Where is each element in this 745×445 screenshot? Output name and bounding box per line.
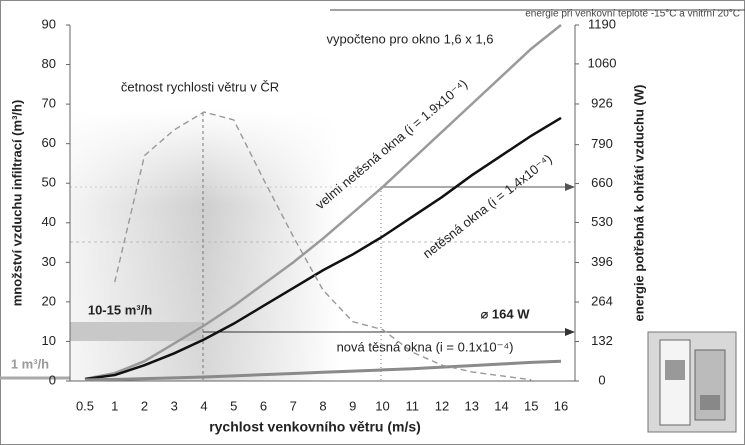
y-tick-label: 10	[42, 333, 56, 348]
series-label: netěsná okna (i = 1.4x10⁻⁴)	[420, 151, 555, 261]
y2-tick-label: 530	[591, 214, 613, 229]
y-tick-label: 50	[42, 175, 56, 190]
annotation: ⌀ 164 W	[480, 306, 530, 321]
y-axis-label: množství vzduchu infiltrací (m³/h)	[9, 100, 24, 307]
x-tick-label: 3	[171, 398, 178, 413]
window-profile	[647, 331, 737, 433]
series-line	[84, 359, 562, 382]
x-axis-label: rychlost venkovního větru (m/s)	[209, 419, 421, 435]
y-tick-label: 90	[42, 16, 56, 31]
y-tick-label: 60	[42, 135, 56, 150]
y2-tick-label: 660	[591, 175, 613, 190]
y-tick-label: 30	[42, 254, 56, 269]
series-label: četnost rychlosti větru v ČR	[121, 79, 279, 94]
y2-tick-label: 132	[591, 333, 613, 348]
x-tick-label: 9	[349, 398, 356, 413]
range-band	[70, 322, 203, 341]
x-tick-label: 2	[141, 398, 148, 413]
x-tick-label: 14	[494, 398, 508, 413]
y2-axis-label: energie potřebná k ohřátí vzduchu (W)	[631, 85, 646, 322]
x-tick-label: 15	[524, 398, 538, 413]
x-tick-label: 1	[111, 398, 118, 413]
annotation: 10-15 m³/h	[88, 302, 152, 317]
x-tick-label: 7	[290, 398, 297, 413]
x-tick-label: 8	[319, 398, 326, 413]
y-tick-label: 40	[42, 214, 56, 229]
annotation: vypočteno pro okno 1,6 x 1,6	[327, 31, 494, 46]
y2-tick-label: 1190	[588, 16, 616, 31]
x-tick-label: 4	[200, 398, 207, 413]
x-tick-label: 13	[465, 398, 479, 413]
y2-tick-label: 0	[598, 372, 605, 387]
y2-tick-label: 264	[591, 293, 613, 308]
x-tick-label: 16	[554, 398, 568, 413]
series-line	[84, 24, 562, 381]
series-line	[84, 116, 562, 381]
y2-tick-label: 1060	[588, 55, 617, 70]
x-tick-label: 5	[230, 398, 237, 413]
y-tick-label: 20	[42, 293, 56, 308]
x-tick-label: 0.5	[76, 398, 94, 413]
y-tick-label: 0	[49, 372, 56, 387]
y2-tick-label: 790	[591, 136, 613, 151]
annotation: 1 m³/h	[11, 356, 49, 371]
x-tick-label: 6	[260, 398, 267, 413]
series-line	[114, 111, 532, 381]
x-tick-label: 10	[375, 398, 389, 413]
x-tick-label: 12	[435, 398, 449, 413]
annotation: energie při venkovní teplotě -15°C a vni…	[525, 9, 740, 20]
y-tick-label: 70	[42, 96, 56, 111]
y-tick-label: 80	[42, 56, 56, 71]
x-tick-label: 11	[406, 398, 420, 413]
series-label: nová těsná okna (i = 0.1x10⁻⁴)	[337, 339, 514, 354]
y2-tick-label: 926	[591, 95, 613, 110]
y2-tick-label: 396	[591, 254, 613, 269]
